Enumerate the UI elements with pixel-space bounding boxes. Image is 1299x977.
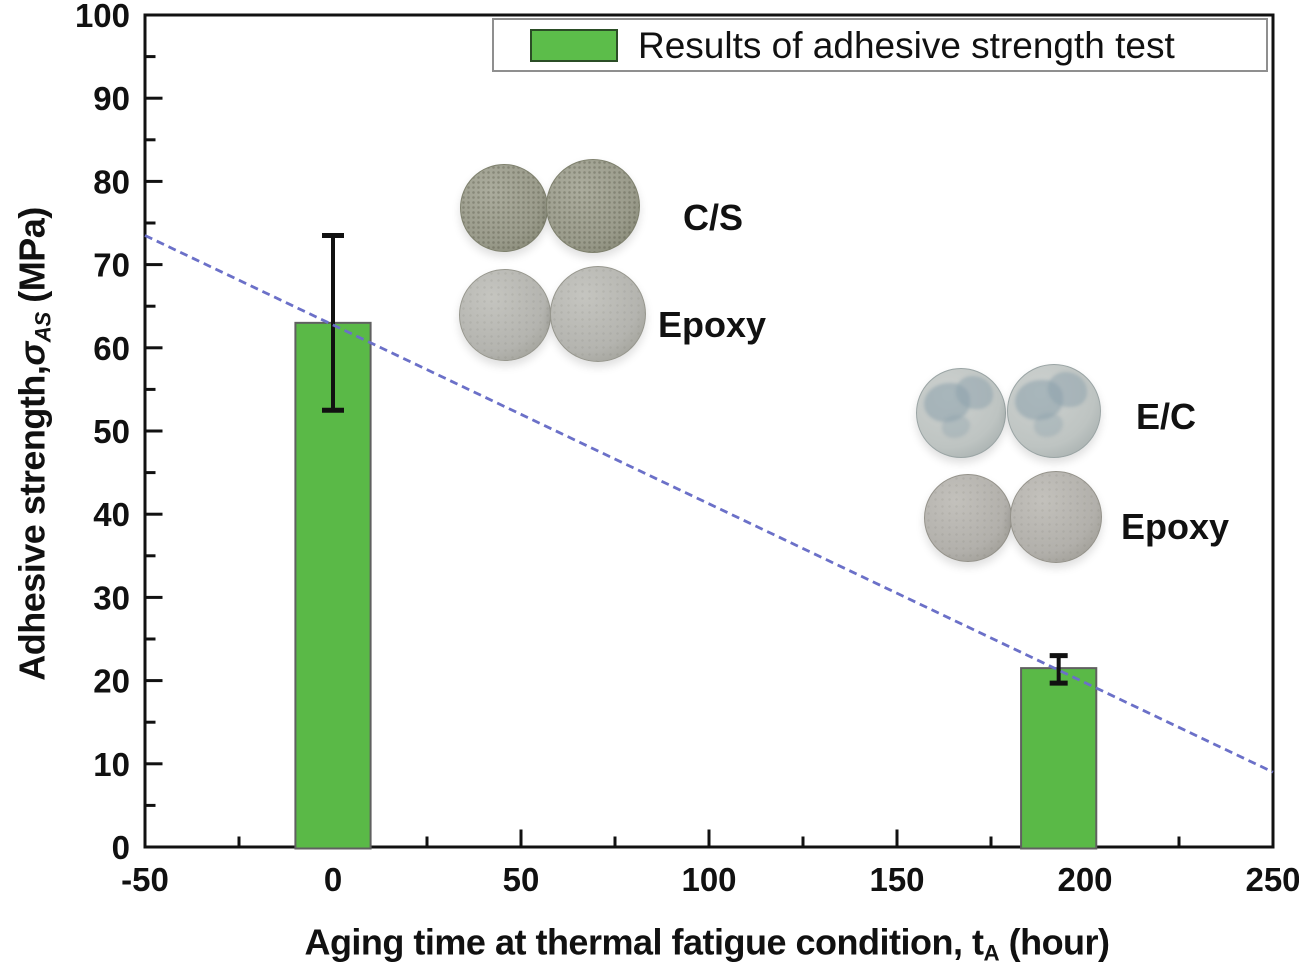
x-axis-title-main: Aging time at thermal fatigue condition,… xyxy=(304,921,984,963)
sample-label-epoxy-top: Epoxy xyxy=(657,304,767,345)
trend-line xyxy=(144,234,1274,774)
sample-disc xyxy=(916,368,1006,458)
x-axis-title-subscript: A xyxy=(983,940,1000,966)
x-tick-label: 100 xyxy=(681,861,736,898)
x-tick-label: 200 xyxy=(1057,861,1112,898)
y-tick-label: 100 xyxy=(75,0,130,34)
x-tick-label: 0 xyxy=(324,861,342,898)
surface-blotch xyxy=(1033,412,1064,437)
y-tick-label: 50 xyxy=(93,413,130,450)
legend-swatch xyxy=(530,28,618,62)
x-axis-title-unit: (hour) xyxy=(999,921,1110,963)
sample-label-ec: E/C xyxy=(1135,396,1197,437)
y-axis-title-unit: (MPa) xyxy=(11,207,53,313)
y-tick-label: 10 xyxy=(93,746,130,783)
sample-disc xyxy=(1010,471,1102,563)
y-axis-title: Adhesive strength,σAS (MPa) xyxy=(11,207,56,680)
y-tick-label: 90 xyxy=(93,80,130,117)
sample-disc xyxy=(1007,364,1101,458)
legend: Results of adhesive strength test xyxy=(492,18,1268,72)
y-tick-label: 20 xyxy=(93,663,130,700)
y-tick-label: 70 xyxy=(93,247,130,284)
x-tick-label: 150 xyxy=(869,861,924,898)
sample-disc xyxy=(459,269,551,361)
bar xyxy=(1020,667,1098,850)
sample-disc xyxy=(460,164,548,252)
x-axis-title: Aging time at thermal fatigue condition,… xyxy=(304,921,1110,966)
sample-disc xyxy=(546,159,640,253)
y-axis-title-main: Adhesive strength, xyxy=(11,365,53,681)
sample-disc xyxy=(924,474,1012,562)
y-tick-label: 60 xyxy=(93,330,130,367)
y-tick-label: 0 xyxy=(112,829,130,866)
y-tick-label: 30 xyxy=(93,579,130,616)
surface-blotch xyxy=(941,414,970,438)
surface-blotch xyxy=(1048,372,1088,408)
x-tick-label: -50 xyxy=(121,861,169,898)
legend-label: Results of adhesive strength test xyxy=(638,24,1175,66)
y-tick-label: 80 xyxy=(93,163,130,200)
plot-border xyxy=(143,13,1275,849)
x-tick-label: 250 xyxy=(1245,861,1299,898)
sample-label-cs: C/S xyxy=(682,197,744,238)
sample-label-epoxy-bottom: Epoxy xyxy=(1120,506,1230,547)
x-tick-label: 50 xyxy=(503,861,540,898)
sample-disc xyxy=(550,266,646,362)
y-tick-label: 40 xyxy=(93,496,130,533)
y-axis-title-sigma: σ xyxy=(11,342,53,366)
y-axis-title-subscript: AS xyxy=(30,312,56,343)
surface-blotch xyxy=(955,376,993,410)
